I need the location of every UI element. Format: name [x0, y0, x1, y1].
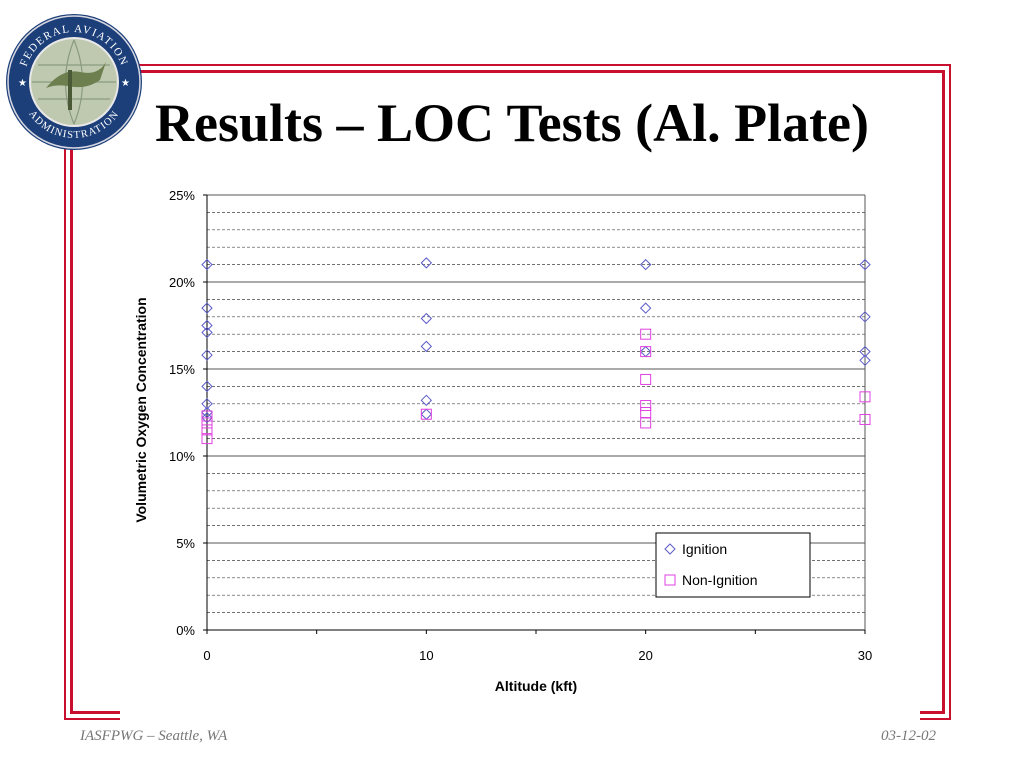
slide-title: Results – LOC Tests (Al. Plate) [155, 93, 869, 153]
ignition-point [639, 302, 652, 314]
ignition-point [420, 394, 433, 407]
legend-ignition-marker [664, 543, 676, 555]
ignition-point [201, 319, 213, 332]
ignition-point [201, 349, 213, 361]
non-ignition-point [640, 373, 652, 385]
non-ignition-point [640, 407, 652, 418]
ignition-point [859, 311, 871, 323]
non-ignition-point [201, 433, 213, 445]
ignition-point [859, 258, 871, 271]
y-tick-label: 25% [169, 188, 195, 203]
y-axis-label: Volumetric Oxygen Concentration [133, 297, 149, 522]
ignition-point [859, 345, 871, 358]
y-tick-label: 0% [176, 623, 195, 638]
chart-ticks: 0% 5% 10% 15% 20% 25% 0 10 20 30 [169, 188, 872, 663]
y-tick-label: 20% [169, 275, 195, 290]
legend-box [655, 532, 811, 598]
non-ignition-point [201, 424, 213, 436]
non-ignition-point [420, 408, 432, 420]
ignition-point [420, 408, 433, 420]
scatter-chart: 0% 5% 10% 15% 20% 25% 0 10 20 30 Volumetric Oxyge… [133, 188, 872, 694]
ignition-point [201, 398, 213, 410]
x-axis-label: Altitude (kft) [495, 678, 577, 694]
x-tick-label: 30 [858, 648, 872, 663]
non-ignition-point [201, 417, 213, 429]
faa-seal-icon: FEDERAL AVIATION ADMINISTRATION ★ ★ [6, 14, 142, 150]
footer-location: IASFPWG – Seattle, WA [80, 728, 228, 744]
seal-wing [46, 62, 106, 88]
ignition-point [201, 380, 213, 393]
x-tick-label: 20 [638, 648, 652, 663]
non-ignition-point [640, 400, 652, 412]
chart-grid [207, 194, 865, 613]
x-tick-label: 0 [203, 648, 210, 663]
ignition-point [201, 302, 213, 314]
non-ignition-point [640, 328, 652, 340]
y-tick-label: 15% [169, 362, 195, 377]
chart-legend: Ignition Non-Ignition [655, 532, 811, 598]
ignition-point [201, 326, 213, 339]
frame-gap [120, 710, 920, 724]
ignition-point [639, 258, 652, 271]
footer-date: 03-12-02 [881, 728, 936, 744]
ignition-point [420, 312, 433, 325]
legend-label: Ignition [682, 541, 727, 557]
non-ignition-point [859, 413, 871, 425]
x-tick-label: 10 [419, 648, 433, 663]
y-tick-label: 10% [169, 449, 195, 464]
ignition-point [420, 340, 433, 353]
non-ignition-point [640, 417, 652, 429]
seal-star-right: ★ [121, 78, 130, 89]
legend-label: Non-Ignition [682, 572, 758, 588]
ignition-point [859, 354, 871, 367]
ignition-point [420, 257, 433, 269]
legend-non-ignition-marker [664, 574, 676, 586]
non-ignition-point [859, 391, 871, 403]
non-ignition-point [640, 346, 652, 358]
seal-star-left: ★ [18, 78, 27, 89]
non-ignition-point [201, 410, 213, 422]
y-tick-label: 5% [176, 536, 195, 551]
ignition-point [201, 412, 213, 424]
ignition-point [201, 258, 213, 271]
chart-points [201, 257, 871, 445]
